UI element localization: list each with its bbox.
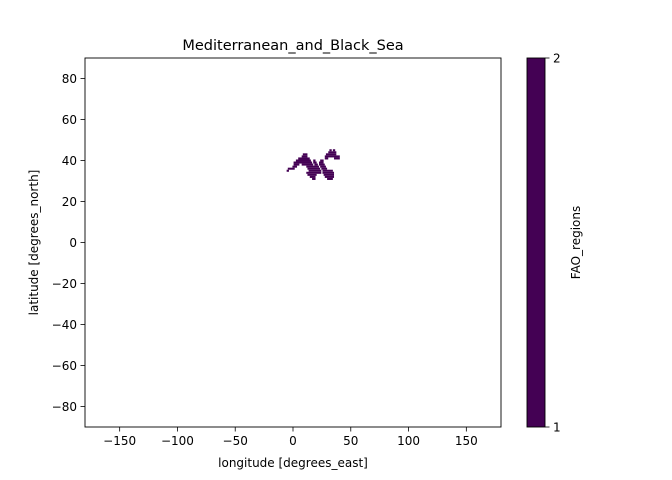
region-cell: [323, 173, 335, 176]
y-axis-ticks: −80 −60 −40 −20 0 20 40 60 80: [52, 72, 85, 414]
region-cell: [329, 149, 332, 152]
region-cell: [322, 171, 335, 174]
region-cell: [320, 159, 324, 162]
region-cell: [320, 165, 326, 168]
region-cell: [327, 177, 333, 180]
colorbar-tick-label: 2: [553, 51, 561, 65]
region-cell: [308, 169, 322, 172]
chart-title: Mediterranean_and_Black_Sea: [182, 38, 403, 54]
plot-background: [85, 58, 501, 427]
region-cell: [306, 165, 319, 168]
region-cell: [302, 153, 308, 156]
region-cell: [324, 175, 335, 178]
x-axis-ticks: −150 −100 −50 0 50 100 150: [103, 427, 478, 448]
region-cell: [324, 155, 340, 158]
region-cell: [293, 161, 313, 164]
y-tick-label: 60: [62, 113, 77, 127]
region-cell: [293, 163, 300, 166]
region-cell: [325, 153, 337, 156]
region-cell: [292, 165, 298, 168]
colorbar: 12 FAO_regions: [526, 51, 583, 434]
region-cell: [324, 157, 329, 160]
region-cells: [286, 149, 340, 180]
region-cell: [321, 167, 328, 170]
x-tick-label: 100: [397, 434, 420, 448]
region-cell: [313, 161, 317, 164]
x-axis-label: longitude [degrees_east]: [218, 456, 368, 470]
region-cell: [301, 163, 314, 166]
y-tick-label: 0: [69, 236, 77, 250]
colorbar-tick-label: 1: [553, 420, 561, 434]
region-cell: [301, 155, 308, 158]
y-tick-label: 20: [62, 195, 77, 209]
region-cell: [286, 169, 289, 172]
region-cell: [332, 149, 336, 152]
colorbar-fill: [526, 57, 546, 428]
y-tick-label: −80: [52, 400, 77, 414]
y-tick-label: −40: [52, 318, 77, 332]
y-tick-label: 40: [62, 154, 77, 168]
x-tick-label: 150: [455, 434, 478, 448]
region-cell: [307, 167, 321, 170]
y-tick-label: −20: [52, 277, 77, 291]
region-cell: [328, 151, 337, 154]
region-cell: [312, 177, 316, 180]
region-cell: [313, 159, 316, 162]
region-cell: [287, 167, 295, 170]
x-tick-label: 50: [343, 434, 358, 448]
region-cell: [334, 157, 340, 160]
x-tick-label: −150: [103, 434, 136, 448]
region-cell: [319, 163, 325, 166]
y-tick-label: −60: [52, 359, 77, 373]
region-cell: [307, 173, 317, 176]
x-tick-label: −100: [161, 434, 194, 448]
region-cell: [298, 157, 310, 160]
y-axis-label: latitude [degrees_north]: [27, 170, 41, 316]
colorbar-ticks: 12: [545, 51, 561, 434]
region-cell: [295, 159, 311, 162]
x-tick-label: 0: [289, 434, 297, 448]
region-cell: [322, 169, 333, 172]
region-cell: [319, 161, 324, 164]
region-cell: [306, 171, 322, 174]
x-tick-label: −50: [223, 434, 248, 448]
region-cell: [314, 163, 318, 166]
region-cell: [309, 175, 316, 178]
colorbar-label: FAO_regions: [569, 206, 583, 279]
y-tick-label: 80: [62, 72, 77, 86]
plot-area: [84, 57, 502, 428]
